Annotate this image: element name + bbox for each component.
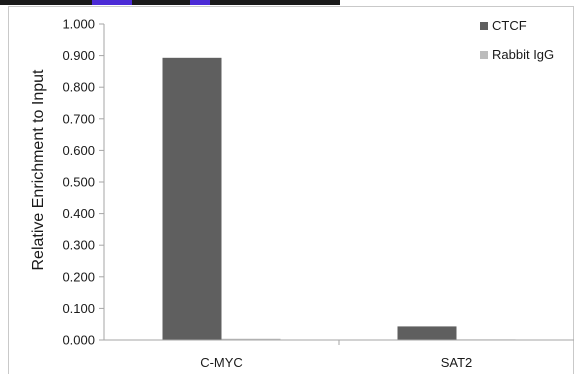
top-accent-highlight-2 <box>190 0 210 5</box>
y-tick-label: 0.900 <box>62 48 95 63</box>
y-axis-title: Relative Enrichment to Input <box>30 69 47 271</box>
y-tick-label: 0.400 <box>62 206 95 221</box>
y-tick-label: 0.700 <box>62 111 95 126</box>
y-tick-labels: 0.000 0.100 0.200 0.300 0.400 0.500 0.60… <box>62 17 95 348</box>
bar-ctcf-c-myc <box>162 57 222 340</box>
y-tick-label: 0.000 <box>62 333 95 348</box>
y-tick-label: 0.100 <box>62 301 95 316</box>
x-tick-label: SAT2 <box>441 355 473 370</box>
x-tick-labels: C-MYC SAT2 <box>200 355 472 370</box>
bar-rabbit-igg-c-myc <box>221 338 281 340</box>
y-tick-label: 0.500 <box>62 175 95 190</box>
y-tick-label: 0.200 <box>62 269 95 284</box>
legend-label-ctcf: CTCF <box>492 18 527 33</box>
bar-ctcf-sat2 <box>397 326 457 340</box>
top-accent-highlight <box>92 0 132 5</box>
legend: CTCF Rabbit IgG <box>480 18 554 62</box>
y-tick-label: 0.800 <box>62 80 95 95</box>
y-tick-label: 0.600 <box>62 143 95 158</box>
legend-swatch-ctcf <box>480 22 488 30</box>
x-tick-label: C-MYC <box>200 355 243 370</box>
bars <box>162 57 516 341</box>
legend-label-rabbit-igg: Rabbit IgG <box>492 47 554 62</box>
y-tick-label: 1.000 <box>62 17 95 32</box>
legend-swatch-rabbit-igg <box>480 51 488 59</box>
top-accent-strip <box>0 0 340 5</box>
y-tick-marks <box>99 23 104 341</box>
y-tick-label: 0.300 <box>62 238 95 253</box>
